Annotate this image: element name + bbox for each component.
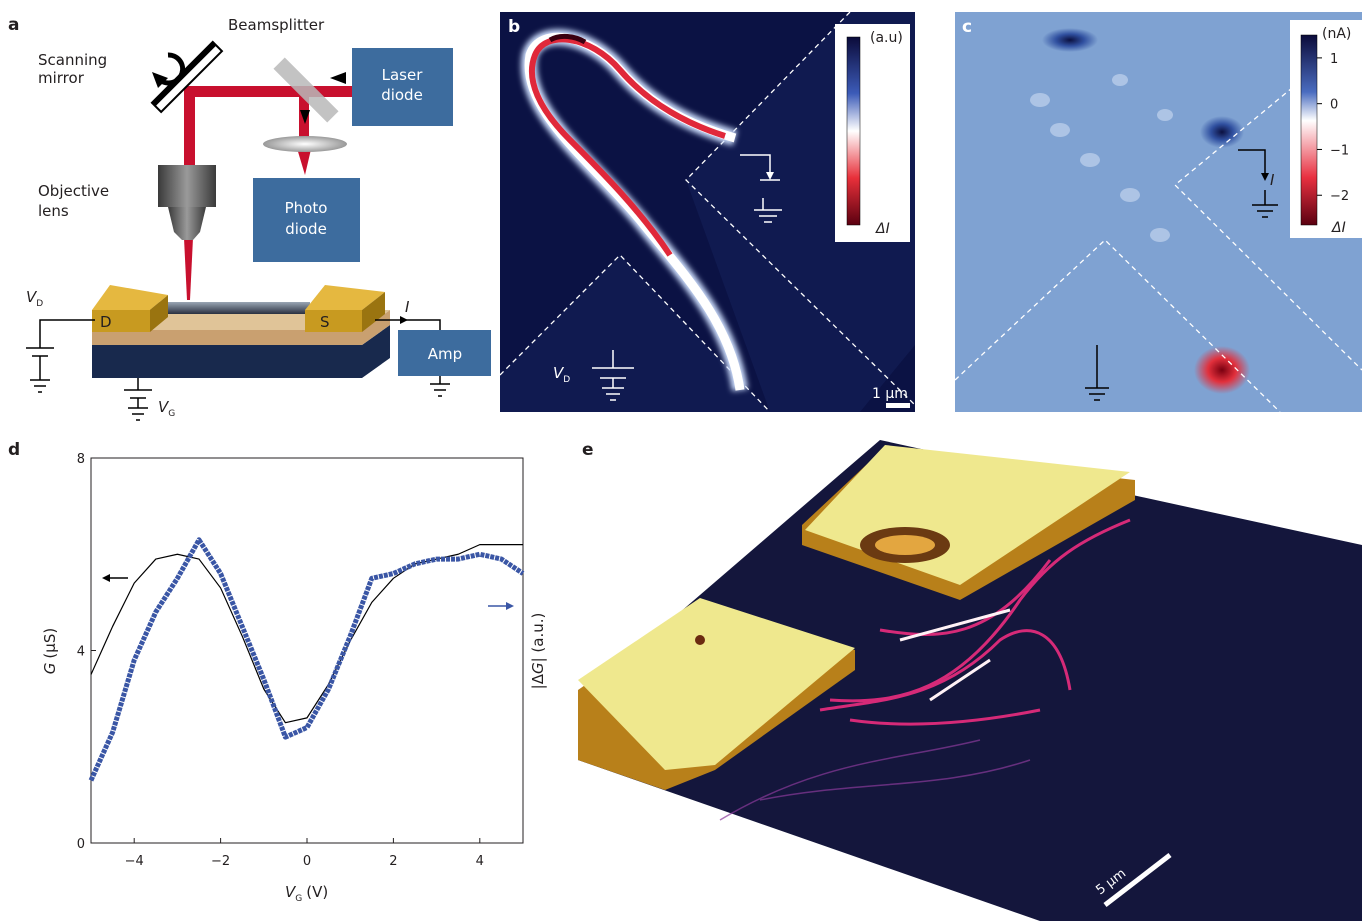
x-tick-label: −2 bbox=[211, 854, 230, 869]
colorbar-tick-label: −2 bbox=[1330, 189, 1349, 204]
panel-label: b bbox=[508, 17, 520, 37]
y-tick-label: 4 bbox=[77, 645, 85, 660]
colorbar-unit: (nA) bbox=[1322, 26, 1351, 42]
axis-arrow bbox=[102, 574, 110, 582]
y-tick-label: 0 bbox=[77, 837, 85, 852]
pad bbox=[305, 310, 362, 332]
panel-e: e 5 µm bbox=[578, 440, 1362, 921]
colorbar bbox=[1301, 35, 1317, 225]
rotation-arrow bbox=[152, 72, 168, 88]
x-tick-label: 0 bbox=[303, 854, 311, 869]
panel-label: a bbox=[8, 15, 19, 35]
colorbar-label: ΔI bbox=[875, 221, 890, 237]
x-tick-label: 2 bbox=[389, 854, 397, 869]
y-axis-label: G(µS) bbox=[41, 628, 59, 674]
arrow bbox=[400, 316, 408, 324]
colorbar-tick-label: −1 bbox=[1330, 143, 1349, 158]
x-tick-label: −4 bbox=[125, 854, 144, 869]
signal-spot bbox=[1200, 116, 1244, 148]
scale-bar-label: 1 µm bbox=[872, 386, 908, 402]
laser-beam bbox=[184, 86, 195, 166]
label: VD bbox=[26, 288, 43, 309]
axis-arrow bbox=[506, 602, 514, 610]
series-line bbox=[91, 540, 523, 781]
colorbar bbox=[847, 37, 860, 225]
label: I bbox=[1270, 171, 1275, 189]
series-line bbox=[91, 545, 523, 723]
signal-spot bbox=[1194, 346, 1250, 394]
laser-beam bbox=[184, 238, 193, 300]
panel-label: d bbox=[8, 440, 20, 460]
scale-bar bbox=[886, 403, 910, 408]
y2-axis-label: |ΔG| (a.u.) bbox=[529, 613, 547, 690]
x-tick-label: 4 bbox=[476, 854, 484, 869]
electrode-damage bbox=[875, 535, 935, 555]
label: VG bbox=[158, 398, 175, 419]
arrow bbox=[330, 72, 346, 84]
objective bbox=[168, 207, 206, 240]
nanotube bbox=[150, 302, 310, 314]
colorbar-tick-label: 0 bbox=[1330, 98, 1338, 113]
laser-beam bbox=[185, 86, 355, 97]
lens bbox=[263, 136, 347, 152]
objective bbox=[158, 165, 216, 207]
panel-c: I c (nA) ΔI 1 0 −1 −2 bbox=[955, 12, 1362, 412]
electrode-damage bbox=[695, 635, 705, 645]
panel-d: d G(µS) |ΔG| (a.u.) VG(V) 0 4 8 −4 −2 0 2 4 bbox=[8, 440, 547, 904]
panel-label: c bbox=[962, 17, 972, 37]
label: D bbox=[100, 313, 112, 331]
plot-frame bbox=[91, 458, 523, 843]
colorbar-tick-label: 1 bbox=[1330, 52, 1338, 67]
label: I bbox=[405, 298, 410, 316]
colorbar-box bbox=[835, 24, 910, 242]
signal-spot bbox=[1042, 28, 1098, 52]
figure: a Scanningmirror Beamsplitter Objectivel… bbox=[0, 0, 1362, 921]
colorbar-unit: (a.u) bbox=[870, 30, 903, 46]
y-tick-label: 8 bbox=[77, 452, 85, 467]
label: S bbox=[320, 313, 330, 331]
panel-label: e bbox=[582, 440, 594, 460]
label: Amp bbox=[428, 345, 462, 363]
x-axis-label: VG(V) bbox=[285, 883, 328, 904]
panel-b: b VD 1 µm (a.u) ΔI bbox=[500, 12, 915, 412]
label: Beamsplitter bbox=[228, 16, 325, 34]
colorbar-label: ΔI bbox=[1331, 220, 1346, 236]
